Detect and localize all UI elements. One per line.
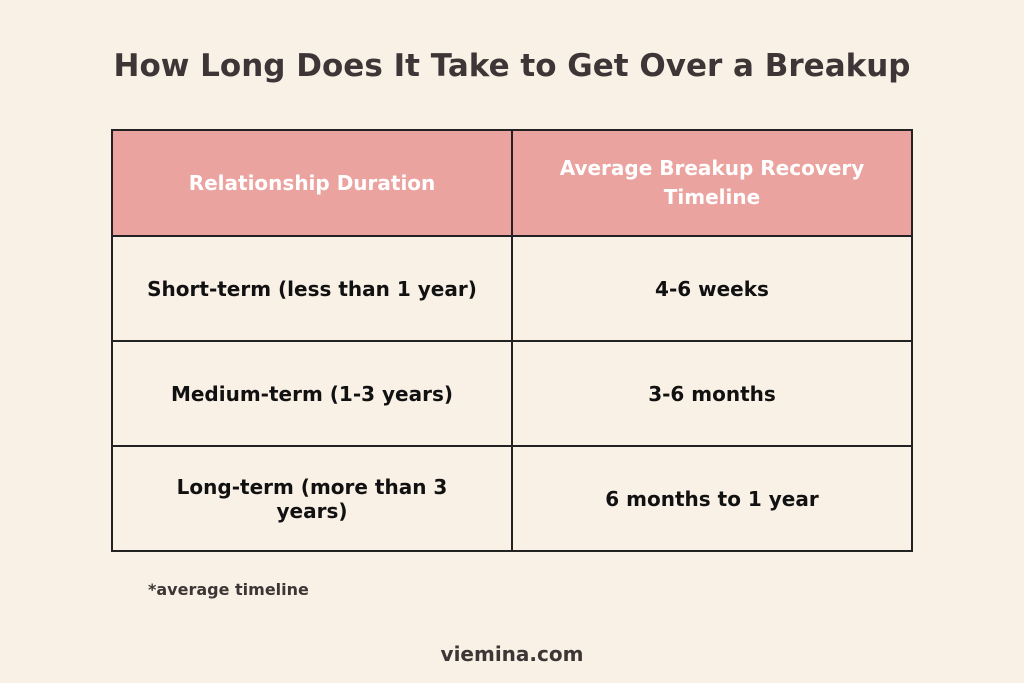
table-cell: Medium-term (1-3 years) bbox=[111, 340, 513, 447]
table-row: Short-term (less than 1 year) 4-6 weeks bbox=[111, 235, 913, 342]
table-body: Short-term (less than 1 year) 4-6 weeks Me… bbox=[111, 235, 913, 552]
table: Relationship Duration Average Breakup Re… bbox=[111, 129, 913, 552]
table-cell: 6 months to 1 year bbox=[511, 445, 913, 552]
header-row: Relationship Duration Average Breakup Re… bbox=[111, 129, 913, 237]
note: *average timeline bbox=[148, 580, 309, 599]
table-cell: Short-term (less than 1 year) bbox=[111, 235, 513, 342]
title: How Long Does It Take to Get Over a Brea… bbox=[113, 48, 911, 84]
table-cell: Long-term (more than 3 years) bbox=[111, 445, 513, 552]
table-row: Medium-term (1-3 years) 3-6 months bbox=[111, 340, 913, 447]
table-cell: 4-6 weeks bbox=[511, 235, 913, 342]
footer: viemina.com bbox=[440, 642, 584, 666]
column-header: Relationship Duration bbox=[111, 129, 513, 237]
table-row: Long-term (more than 3 years) 6 months to… bbox=[111, 445, 913, 552]
table-cell: 3-6 months bbox=[511, 340, 913, 447]
column-header: Average Breakup Recovery Timeline bbox=[511, 129, 913, 237]
